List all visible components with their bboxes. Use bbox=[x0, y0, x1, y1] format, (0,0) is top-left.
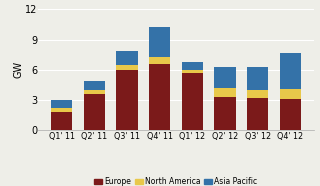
Bar bbox=[214, 88, 236, 97]
Legend: Europe, North America, Asia Pacific: Europe, North America, Asia Pacific bbox=[92, 174, 260, 186]
Bar bbox=[280, 89, 301, 100]
Bar bbox=[116, 70, 138, 130]
Bar bbox=[116, 51, 138, 65]
Bar bbox=[182, 73, 203, 130]
Bar bbox=[149, 27, 170, 57]
Bar bbox=[149, 64, 170, 130]
Bar bbox=[182, 70, 203, 73]
Bar bbox=[280, 100, 301, 130]
Bar bbox=[247, 90, 268, 98]
Bar bbox=[247, 67, 268, 90]
Bar bbox=[51, 100, 72, 108]
Bar bbox=[149, 57, 170, 64]
Bar bbox=[51, 112, 72, 130]
Bar bbox=[84, 90, 105, 94]
Y-axis label: GW: GW bbox=[13, 61, 23, 78]
Bar bbox=[214, 97, 236, 130]
Bar bbox=[280, 53, 301, 89]
Bar bbox=[116, 65, 138, 70]
Bar bbox=[51, 108, 72, 112]
Bar bbox=[182, 62, 203, 70]
Bar bbox=[84, 81, 105, 90]
Bar bbox=[247, 98, 268, 130]
Bar bbox=[84, 94, 105, 130]
Bar bbox=[214, 67, 236, 88]
